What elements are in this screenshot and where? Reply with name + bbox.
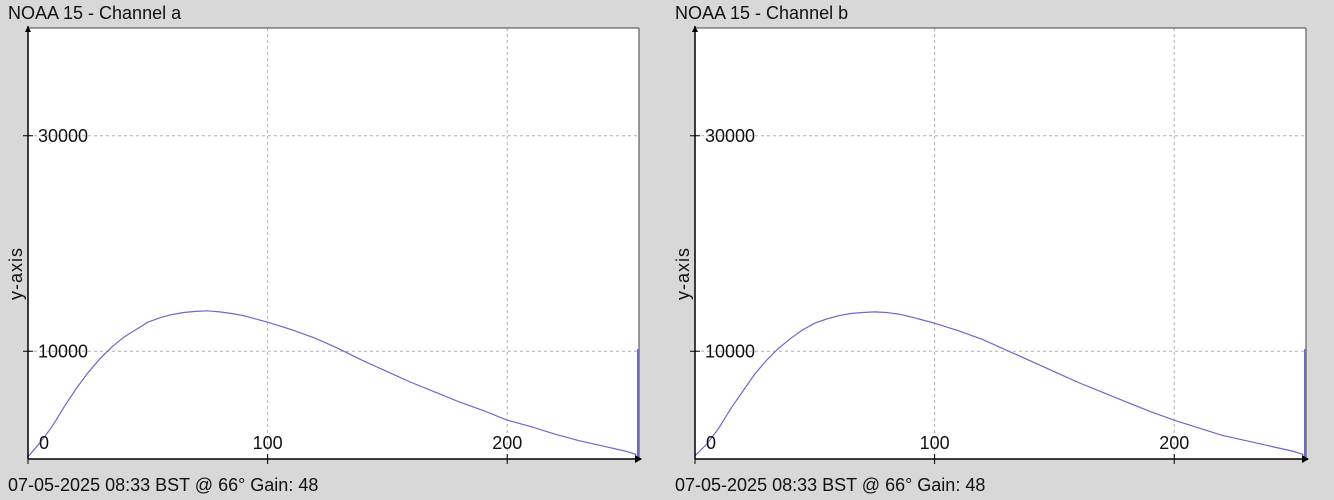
y-axis-label: y-axis (673, 247, 693, 300)
plot-background (28, 28, 639, 459)
x-tick-label: 0 (706, 433, 716, 453)
chart-footer: 07-05-2025 08:33 BST @ 66° Gain: 48 (675, 475, 986, 495)
chart-title: NOAA 15 - Channel b (675, 3, 849, 23)
y-axis-arrow (25, 26, 31, 32)
series-line (27, 310, 637, 458)
plot-background (695, 28, 1306, 459)
y-axis-arrow (692, 26, 698, 32)
chart-title: NOAA 15 - Channel a (8, 3, 182, 23)
x-axis-arrow (635, 455, 642, 463)
x-tick-label: 200 (1159, 433, 1189, 453)
plot-area: 0 100 200 10000 30000 y-axis (6, 26, 642, 464)
y-tick-label: 30000 (705, 126, 755, 146)
x-tick-label: 0 (39, 433, 49, 453)
series-line (694, 311, 1304, 457)
chart-footer: 07-05-2025 08:33 BST @ 66° Gain: 48 (8, 475, 319, 495)
x-axis-arrow (1302, 455, 1309, 463)
y-tick-label: 10000 (38, 341, 88, 361)
y-tick-label: 10000 (705, 341, 755, 361)
x-tick-label: 100 (253, 433, 283, 453)
y-tick-label: 30000 (38, 126, 88, 146)
chart-panel-b: NOAA 15 - Channel b 0 100 200 10000 30000 y-a… (667, 0, 1334, 500)
x-tick-label: 200 (492, 433, 522, 453)
y-axis-label: y-axis (6, 247, 26, 300)
plot-area: 0 100 200 10000 30000 y-axis (673, 26, 1309, 464)
x-tick-label: 100 (920, 433, 950, 453)
chart-panel-a: NOAA 15 - Channel a 0 100 200 10000 30000 y-a… (6, 3, 642, 495)
